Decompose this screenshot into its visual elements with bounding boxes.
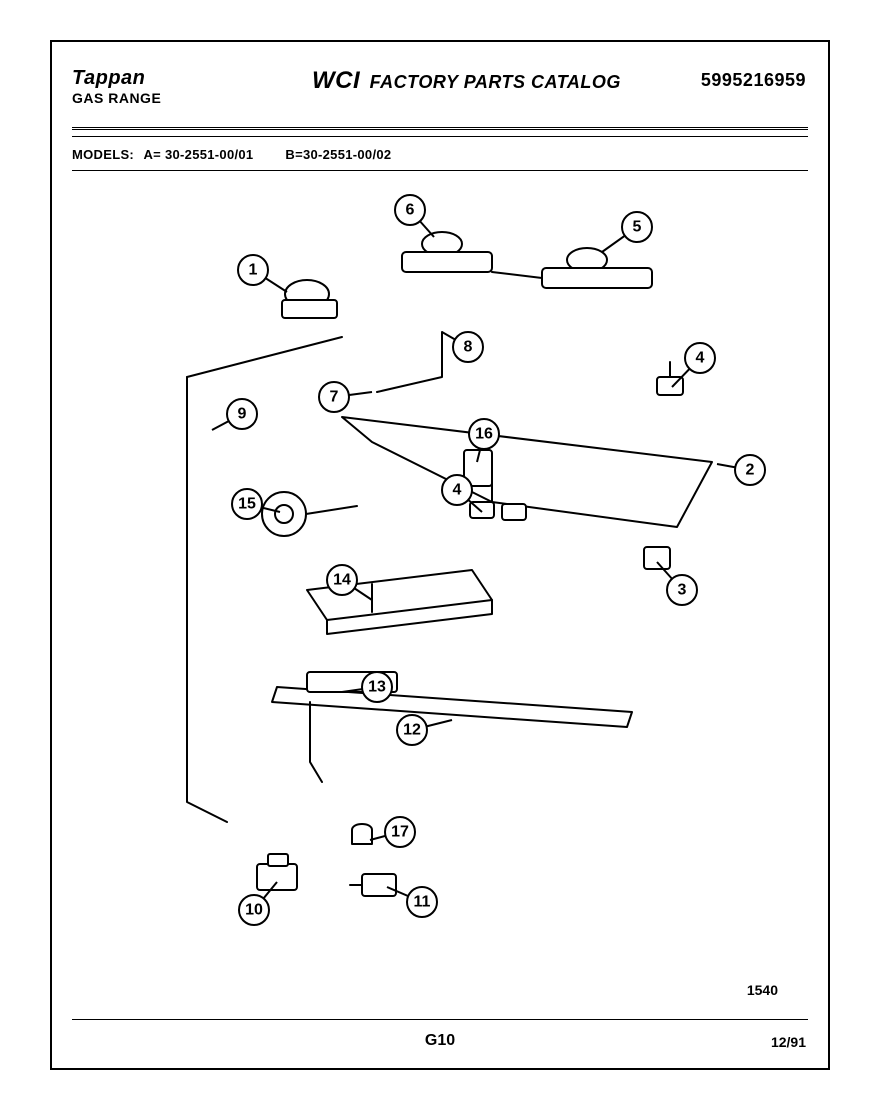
exploded-diagram: 12344567891011121314151617 [72,182,812,972]
callout-4: 4 [442,475,472,505]
part-tube-main [187,377,227,822]
part-burner-left [402,232,492,272]
callout-9: 9 [227,399,257,429]
svg-text:7: 7 [330,389,339,406]
catalog-title-text: FACTORY PARTS CATALOG [370,72,621,92]
part-regulator [282,280,337,318]
svg-text:8: 8 [464,339,473,356]
svg-text:1: 1 [249,262,258,279]
svg-text:5: 5 [633,219,642,236]
svg-text:3: 3 [678,582,687,599]
fitting-stub [306,506,357,514]
callout-4: 4 [685,343,715,373]
models-rule [72,170,808,171]
model-b: B=30-2551-00/02 [285,147,391,162]
header-rule [72,127,808,137]
callout-15: 15 [232,489,262,519]
svg-text:10: 10 [245,902,263,919]
part-bracket [350,874,396,896]
svg-text:6: 6 [406,202,415,219]
svg-text:15: 15 [238,496,256,513]
part-valve-mid [470,502,526,520]
page-number: G10 [52,1032,828,1050]
callout-3: 3 [667,575,697,605]
part-fitting [262,492,306,536]
svg-text:16: 16 [475,426,493,443]
model-a: A= 30-2551-00/01 [143,147,253,162]
part-clip [644,547,670,569]
svg-text:17: 17 [391,824,409,841]
callout-10: 10 [239,895,269,925]
svg-text:13: 13 [368,679,386,696]
callout-6: 6 [395,195,425,225]
document-number: 5995216959 [701,70,806,91]
part-burner-right [542,248,652,288]
callout-17: 17 [385,817,415,847]
wci-logo: WCI [312,67,360,94]
svg-text:4: 4 [696,350,705,367]
drawing-code: 1540 [747,982,778,998]
catalog-page: Tappan GAS RANGE WCI FACTORY PARTS CATAL… [50,40,830,1070]
burner-link [492,272,542,278]
callout-5: 5 [622,212,652,242]
page-date: 12/91 [771,1034,806,1050]
callout-11: 11 [407,887,437,917]
callout-16: 16 [469,419,499,449]
callout-12: 12 [397,715,427,745]
part-reg-base [257,854,297,890]
svg-text:12: 12 [403,722,421,739]
part-oven-burner [272,672,632,782]
part-clamp [352,824,372,844]
catalog-title: WCI FACTORY PARTS CATALOG [312,67,621,95]
callout-2: 2 [735,455,765,485]
footer-rule [72,1019,808,1020]
part-pilot-tube [377,332,442,392]
callout-1: 1 [238,255,268,285]
svg-text:9: 9 [238,406,247,423]
models-line: MODELS: A= 30-2551-00/01 B=30-2551-00/02 [72,147,391,162]
callout-8: 8 [453,332,483,362]
svg-text:11: 11 [414,894,431,911]
models-label: MODELS: [72,147,134,162]
part-tube-top [187,337,342,377]
svg-text:14: 14 [333,572,351,589]
svg-text:2: 2 [746,462,755,479]
callout-13: 13 [362,672,392,702]
callout-14: 14 [327,565,357,595]
svg-text:4: 4 [453,482,462,499]
callout-7: 7 [319,382,349,412]
